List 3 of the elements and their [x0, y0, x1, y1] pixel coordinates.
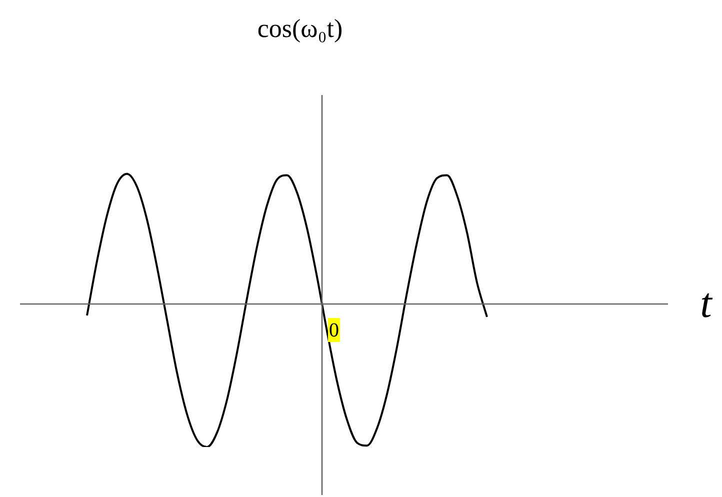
annotation: 0 — [329, 319, 339, 342]
x-axis-title: t — [700, 281, 714, 328]
chart-title: cos(ω₀t) — [257, 14, 343, 43]
